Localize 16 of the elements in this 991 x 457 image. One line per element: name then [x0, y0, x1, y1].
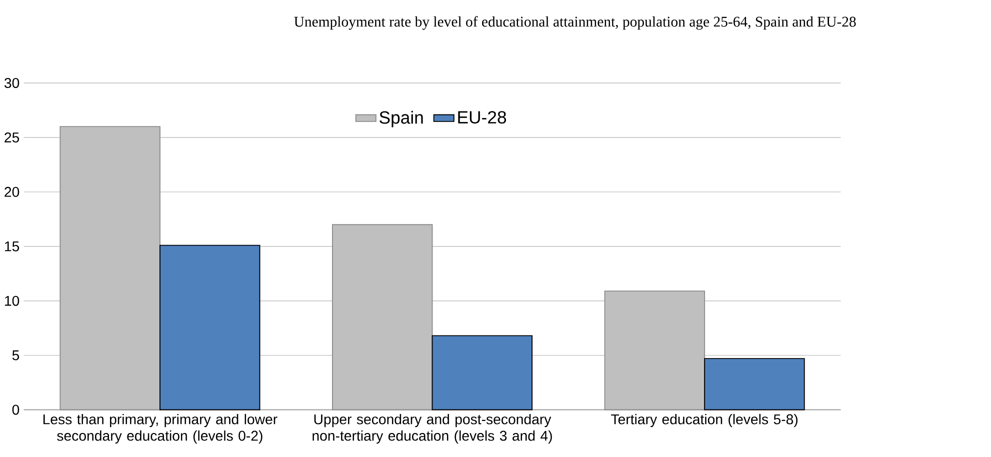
- legend-label: EU-28: [458, 111, 506, 124]
- y-tick-label: 5: [12, 350, 20, 360]
- y-tick-label: 10: [5, 296, 20, 306]
- bar: [432, 335, 533, 410]
- bar: [704, 358, 805, 410]
- y-tick-label: 15: [5, 242, 20, 252]
- chart-title: Unemployment rate by level of educational attainment, population age 25-64, Spain and EU-28: [294, 16, 856, 30]
- x-tick-label: Upper secondary and post-secondary non-tertiary education (levels 3 and 4): [312, 414, 552, 444]
- legend-label: Spain: [380, 111, 423, 128]
- y-tick-label: 20: [4, 187, 20, 198]
- x-tick-label: Tertiary education (levels 5-8): [611, 414, 798, 428]
- y-tick-label: 25: [4, 132, 20, 143]
- x-tick-label: Less than primary, primary and lower secondary education (levels 0-2): [43, 414, 278, 444]
- y-tick-label: 30: [4, 78, 20, 88]
- bar: [159, 245, 260, 410]
- y-tick-label: 0: [12, 404, 20, 415]
